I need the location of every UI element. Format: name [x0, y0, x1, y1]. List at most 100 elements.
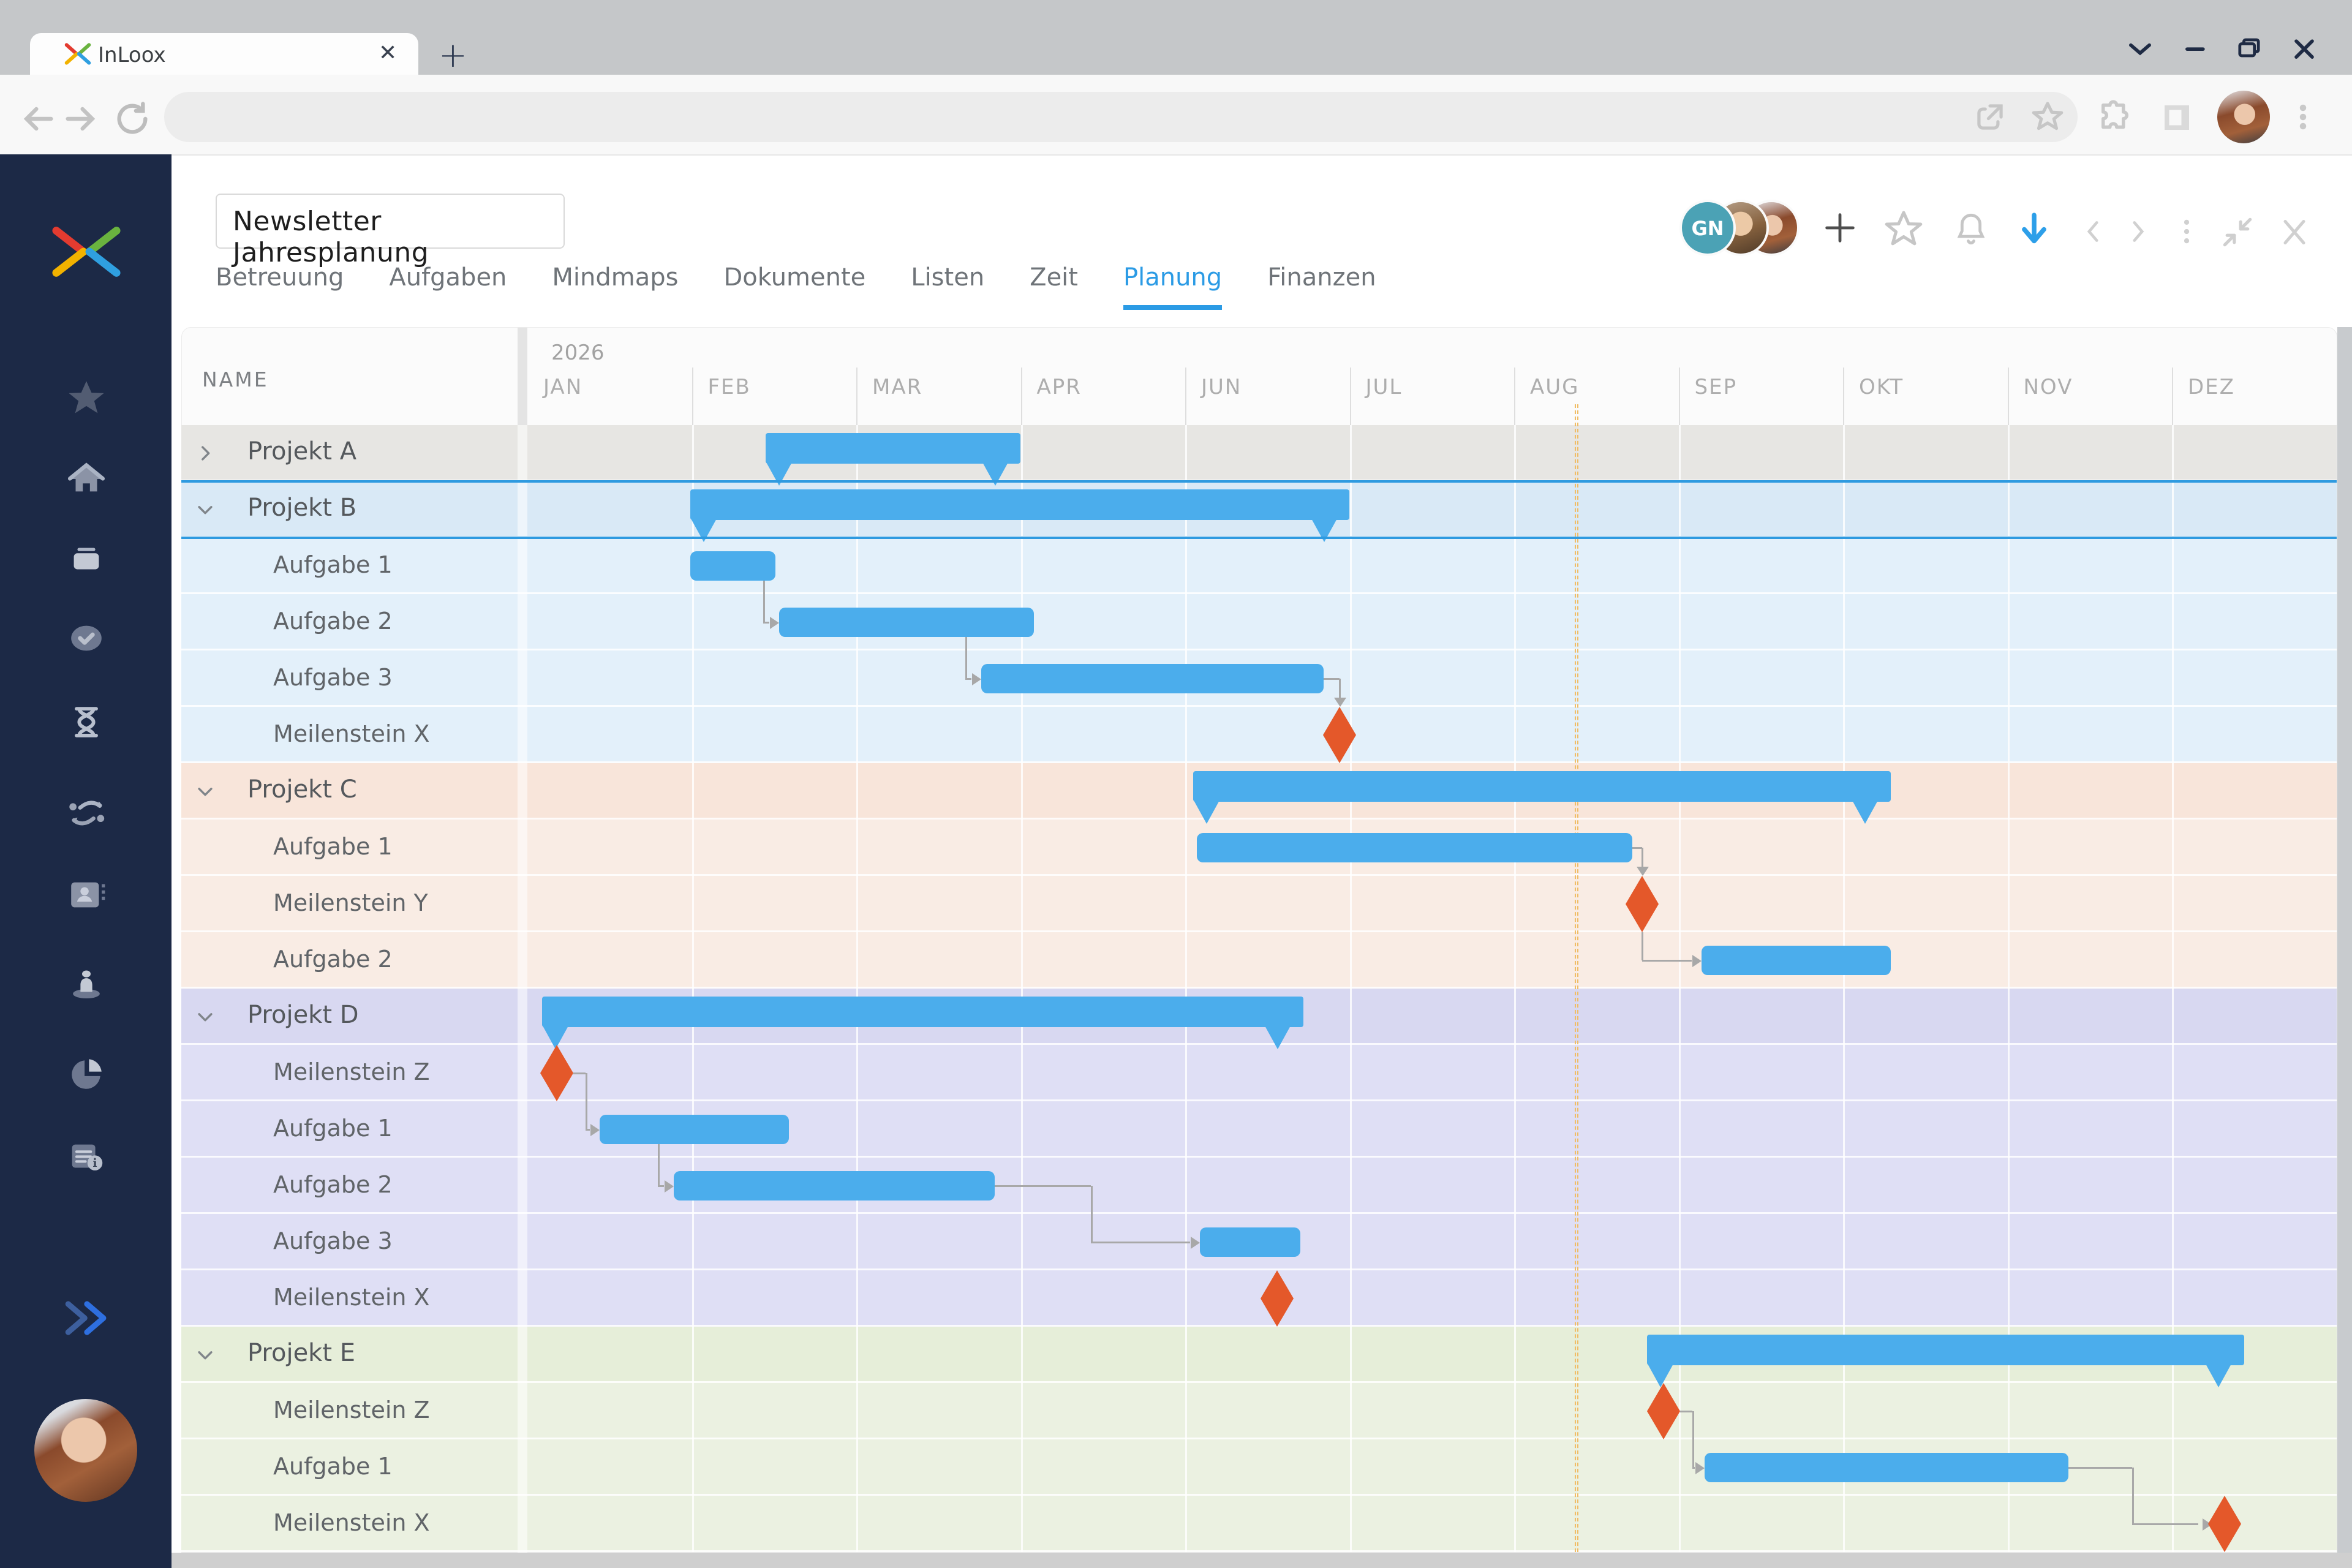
new-tab-button[interactable]: + — [439, 36, 467, 75]
tab-betreuung[interactable]: Betreuung — [216, 263, 344, 292]
chevron-down-icon[interactable] — [195, 781, 216, 802]
vertical-scrollbar[interactable] — [2337, 327, 2352, 1553]
task-bar-aufgabe-1[interactable] — [600, 1115, 789, 1144]
browser-tab[interactable] — [30, 33, 418, 75]
sidebar-item-workflow-route[interactable] — [65, 791, 108, 834]
row-project[interactable] — [181, 425, 2337, 481]
row-item[interactable] — [181, 1496, 2337, 1552]
name-cell[interactable]: Aufgabe 3 — [181, 650, 518, 707]
panel-kebab-menu-icon[interactable] — [2171, 212, 2203, 251]
row-item[interactable] — [181, 932, 2337, 989]
column-splitter[interactable] — [518, 328, 527, 425]
horizontal-scrollbar[interactable] — [172, 1553, 2352, 1568]
sidebar-item-tasks-check[interactable] — [65, 617, 108, 660]
milestone-diamond-meilenstein-x[interactable] — [1261, 1270, 1294, 1327]
tab-listen[interactable]: Listen — [911, 263, 985, 292]
notifications-bell-icon[interactable] — [1951, 208, 1991, 250]
name-cell[interactable]: Projekt D — [181, 989, 518, 1045]
collapse-window-icon[interactable] — [2218, 213, 2256, 251]
chevron-down-icon[interactable] — [195, 499, 216, 520]
milestone-diamond-meilenstein-y[interactable] — [1626, 876, 1659, 932]
share-icon[interactable] — [1971, 98, 2009, 136]
task-bar-aufgabe-3[interactable] — [1200, 1227, 1300, 1257]
column-splitter-lower[interactable] — [518, 425, 527, 1553]
summary-bar-projekt-a[interactable] — [766, 433, 1021, 464]
download-arrow-icon[interactable] — [2013, 208, 2056, 252]
summary-bar-projekt-e[interactable] — [1647, 1335, 2245, 1365]
name-cell[interactable]: Meilenstein X — [181, 1270, 518, 1327]
chevron-down-icon[interactable] — [195, 1006, 216, 1027]
name-cell[interactable]: Projekt E — [181, 1327, 518, 1383]
back-icon[interactable] — [18, 99, 58, 138]
chevron-right-icon[interactable] — [195, 443, 216, 464]
project-title-field[interactable]: Newsletter Jahresplanung — [216, 194, 565, 268]
chevron-left-icon[interactable] — [2078, 214, 2108, 249]
window-close-icon[interactable] — [2288, 29, 2320, 66]
sidebar-item-favorites-star[interactable] — [65, 377, 108, 420]
summary-bar-projekt-d[interactable] — [542, 997, 1304, 1027]
window-restore-icon[interactable] — [2233, 29, 2265, 66]
bookmark-star-icon[interactable] — [2029, 98, 2067, 136]
window-minimize-icon[interactable] — [2180, 29, 2212, 66]
name-cell[interactable]: Meilenstein X — [181, 1496, 518, 1552]
name-cell[interactable]: Aufgabe 3 — [181, 1214, 518, 1270]
tab-aufgaben[interactable]: Aufgaben — [389, 263, 507, 292]
tab-finanzen[interactable]: Finanzen — [1267, 263, 1376, 292]
sidebar-item-notes-info[interactable]: i — [65, 1136, 108, 1178]
sidebar-item-reports-pie[interactable] — [65, 1053, 108, 1096]
address-bar[interactable] — [164, 92, 2078, 142]
name-cell[interactable]: Projekt A — [181, 425, 518, 481]
summary-bar-projekt-b[interactable] — [690, 489, 1350, 520]
name-cell[interactable]: Aufgabe 2 — [181, 594, 518, 650]
name-cell[interactable]: Aufgabe 2 — [181, 932, 518, 989]
name-cell[interactable]: Meilenstein Y — [181, 876, 518, 932]
sidebar-item-time-hourglass[interactable] — [65, 701, 108, 744]
side-panel-icon[interactable] — [2158, 99, 2195, 136]
task-bar-aufgabe-2[interactable] — [778, 608, 1034, 637]
sidebar-expand-icon[interactable] — [59, 1294, 115, 1343]
task-bar-aufgabe-1[interactable] — [1705, 1453, 2068, 1482]
browser-profile-avatar[interactable] — [2217, 91, 2270, 143]
task-bar-aufgabe-1[interactable] — [1196, 833, 1633, 862]
window-menu-chevron-icon[interactable] — [2124, 29, 2156, 66]
tab-dokumente[interactable]: Dokumente — [723, 263, 866, 292]
task-bar-aufgabe-2[interactable] — [1702, 946, 1891, 975]
milestone-diamond-meilenstein-z[interactable] — [1647, 1383, 1681, 1439]
name-cell[interactable]: Aufgabe 1 — [181, 1439, 518, 1496]
name-cell[interactable]: Aufgabe 1 — [181, 538, 518, 594]
sidebar-item-contacts-card[interactable] — [65, 873, 108, 916]
row-item[interactable] — [181, 1383, 2337, 1439]
row-item[interactable] — [181, 707, 2337, 763]
browser-kebab-menu-icon[interactable] — [2285, 97, 2321, 137]
task-bar-aufgabe-3[interactable] — [981, 664, 1324, 693]
extensions-puzzle-icon[interactable] — [2095, 97, 2135, 137]
name-cell[interactable]: Aufgabe 1 — [181, 1101, 518, 1158]
row-item[interactable] — [181, 1270, 2337, 1327]
name-cell[interactable]: Meilenstein Z — [181, 1383, 518, 1439]
row-item[interactable] — [181, 538, 2337, 594]
name-cell[interactable]: Meilenstein Z — [181, 1045, 518, 1101]
tab-close-icon[interactable]: ✕ — [379, 40, 398, 66]
row-item[interactable] — [181, 594, 2337, 650]
add-plus-icon[interactable] — [1820, 208, 1860, 247]
row-item[interactable] — [181, 876, 2337, 932]
chevron-right-icon[interactable] — [2123, 214, 2154, 249]
name-cell[interactable]: Projekt B — [181, 481, 518, 538]
tab-zeit[interactable]: Zeit — [1030, 263, 1078, 292]
tab-planung[interactable]: Planung — [1123, 263, 1223, 310]
forward-icon[interactable] — [61, 99, 100, 138]
sidebar-item-resources-person[interactable] — [65, 963, 108, 1006]
member-avatar-gn[interactable]: GN — [1679, 200, 1736, 256]
sidebar-user-avatar[interactable] — [34, 1399, 137, 1502]
name-cell[interactable]: Projekt C — [181, 763, 518, 820]
task-bar-aufgabe-2[interactable] — [673, 1171, 995, 1200]
reload-icon[interactable] — [113, 99, 152, 138]
summary-bar-projekt-c[interactable] — [1193, 771, 1891, 802]
panel-close-icon[interactable] — [2276, 213, 2313, 251]
milestone-diamond-meilenstein-x[interactable] — [2207, 1496, 2241, 1552]
row-item[interactable] — [181, 1158, 2337, 1214]
name-cell[interactable]: Aufgabe 1 — [181, 820, 518, 876]
milestone-diamond-meilenstein-x[interactable] — [1323, 707, 1357, 763]
tab-mindmaps[interactable]: Mindmaps — [552, 263, 679, 292]
name-cell[interactable]: Aufgabe 2 — [181, 1158, 518, 1214]
